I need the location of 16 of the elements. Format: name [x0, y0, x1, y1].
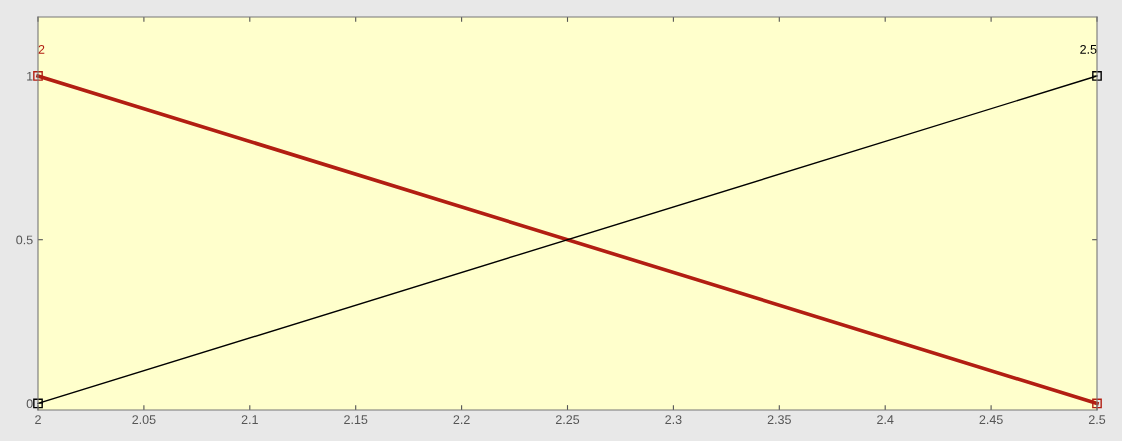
x-tick-label: 2.4: [877, 415, 894, 424]
y-tick-label: 0: [26, 399, 33, 409]
annotation: 2: [38, 44, 45, 54]
x-tick-label: 2.45: [979, 415, 1003, 425]
x-tick-label: 2.3: [665, 415, 682, 425]
annotation: 2.5: [1080, 44, 1097, 54]
x-tick-label: 2.05: [132, 415, 156, 425]
x-tick-label: 2: [35, 415, 41, 424]
y-tick-label: 1: [27, 71, 33, 81]
x-tick-label: 2.25: [555, 415, 580, 425]
x-tick-label: 2.5: [1088, 415, 1106, 425]
x-tick-label: 2.2: [453, 415, 470, 424]
x-tick-label: 2.15: [344, 415, 368, 425]
x-tick-label: 2.1: [241, 415, 258, 424]
x-tick-label: 2.35: [767, 415, 791, 425]
y-tick-label: 0.5: [16, 235, 33, 245]
